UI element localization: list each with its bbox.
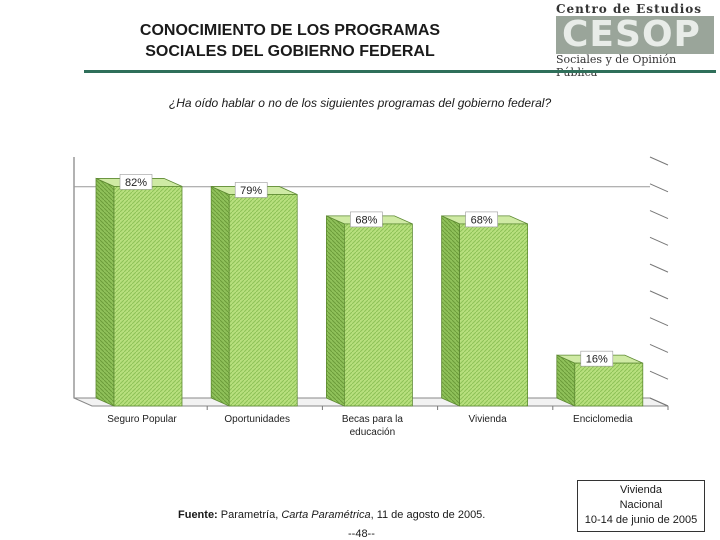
source-text-2: , 11 de agosto de 2005.	[370, 509, 486, 521]
axis-tick	[649, 343, 669, 353]
category-label: educación	[350, 427, 396, 438]
data-label: 68%	[471, 214, 493, 226]
axis-tick	[649, 156, 669, 166]
data-label: 82%	[125, 177, 147, 189]
data-label-box	[234, 182, 268, 198]
header-rule	[84, 70, 716, 73]
axis-tick	[649, 290, 669, 300]
title-line-2: SOCIALES DEL GOBIERNO FEDERAL	[145, 43, 435, 60]
source-label: Fuente:	[178, 509, 218, 521]
category-label: Seguro Popular	[107, 414, 177, 425]
bar	[343, 223, 413, 407]
cesop-logo: Centro de Estudios CESOP Sociales y de O…	[556, 2, 716, 79]
category-label: Vivienda	[469, 414, 508, 425]
logo-mark: CESOP	[556, 14, 714, 55]
bar-chart: 82% Seguro Popular 79% Oportunidades 68% Beca…	[73, 156, 669, 438]
axis-tick	[649, 183, 669, 193]
data-label-box	[350, 211, 383, 228]
data-label: 79%	[240, 185, 262, 197]
bar	[574, 362, 644, 407]
axis-tick	[649, 370, 669, 380]
category-label: Becas para la	[342, 414, 404, 425]
source-publication: Carta Paramétrica	[281, 509, 371, 521]
logo-line-1: Centro de Estudios	[556, 2, 703, 16]
axis-tick	[649, 317, 669, 327]
bar-side	[95, 177, 115, 407]
category-label: Oportunidades	[224, 414, 290, 425]
bar	[113, 186, 183, 407]
axis-tick	[649, 397, 669, 407]
axis-tick	[649, 236, 669, 246]
reference-line-2: Nacional	[619, 499, 663, 511]
data-label: 68%	[355, 214, 377, 226]
source-note: Fuente: Parametría, Carta Paramétrica, 1…	[178, 509, 485, 521]
bar-side	[325, 215, 345, 407]
bar	[459, 223, 529, 407]
data-label-box	[580, 350, 614, 367]
bar-side	[556, 354, 576, 407]
bar-side	[210, 185, 230, 407]
data-label-box	[119, 174, 153, 190]
page-number: --48--	[348, 528, 375, 540]
reference-box: Vivienda Nacional 10-14 de junio de 2005	[577, 480, 705, 532]
bar	[228, 194, 298, 407]
reference-line-1: Vivienda	[620, 484, 662, 496]
axis-tick	[649, 210, 669, 220]
survey-question: ¿Ha oído hablar o no de los siguientes p…	[168, 96, 552, 110]
reference-line-3: 10-14 de junio de 2005	[584, 514, 698, 526]
logo-mark-text: CESOP	[562, 14, 701, 55]
bar-side	[441, 215, 461, 407]
category-label: Enciclomedia	[573, 414, 633, 425]
page-title: CONOCIMIENTO DE LOS PROGRAMAS SOCIALES D…	[100, 20, 480, 62]
axis-tick	[649, 263, 669, 273]
title-line-1: CONOCIMIENTO DE LOS PROGRAMAS	[139, 22, 441, 39]
source-text-1: Parametría,	[217, 509, 282, 521]
data-label-box	[465, 211, 498, 228]
data-label: 16%	[586, 354, 608, 366]
